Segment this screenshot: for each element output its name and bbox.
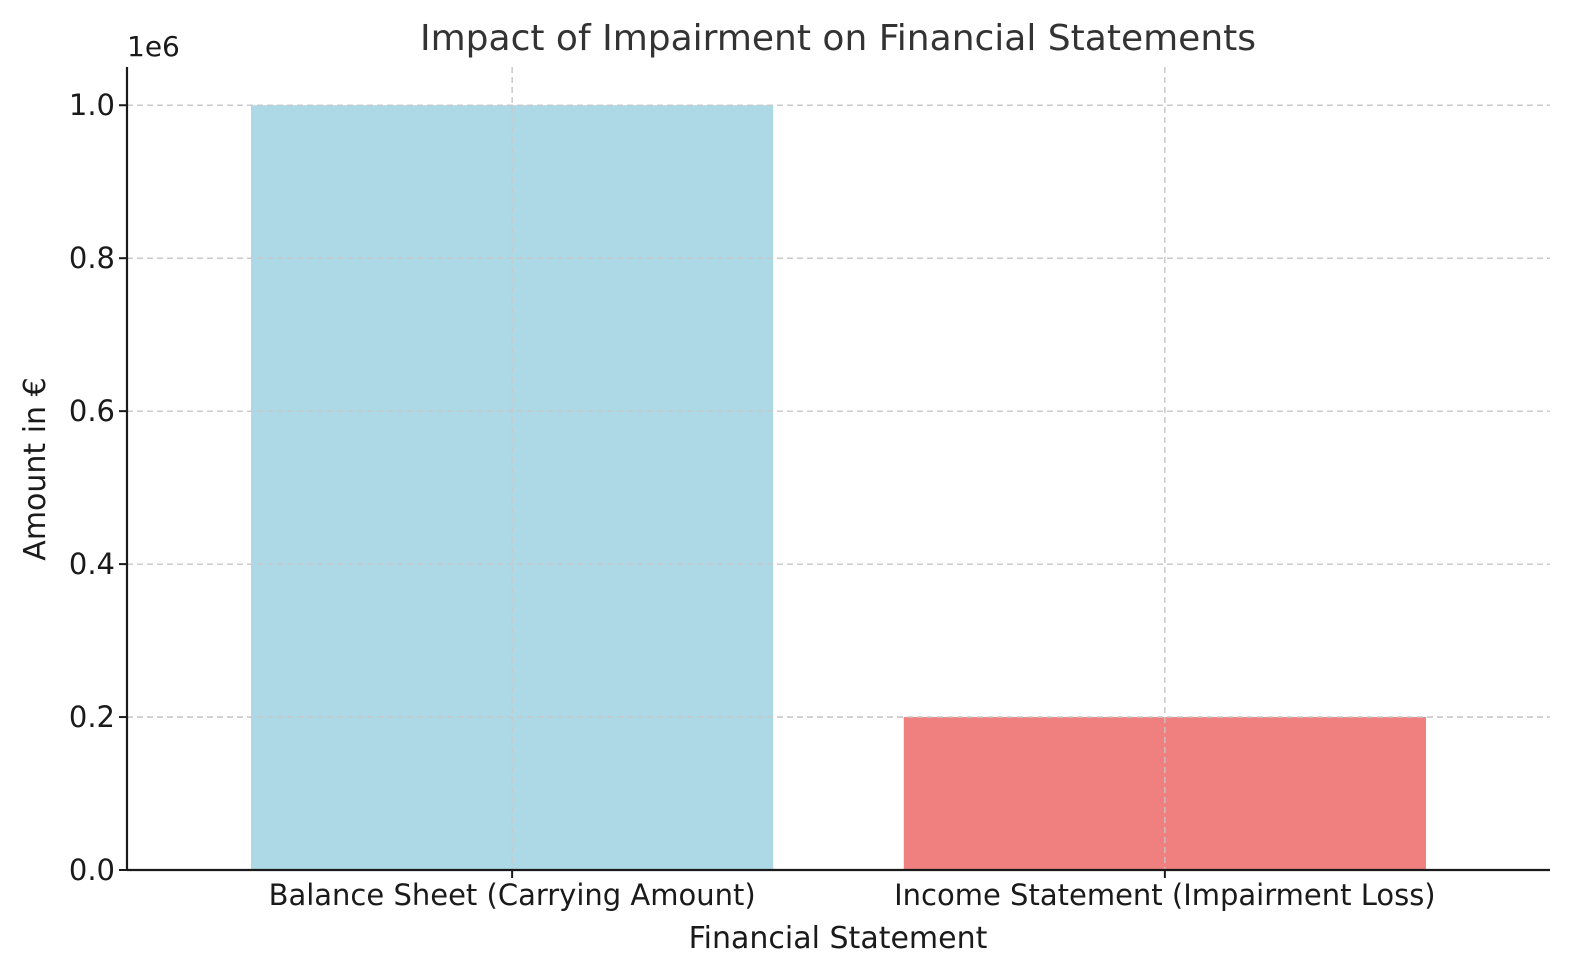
bars <box>127 67 1550 870</box>
y-tick-label: 0.6 <box>69 394 115 428</box>
ticks: 0.0 0.2 0.4 0.6 0.8 1.0 Balance Sheet (Carryin… <box>69 88 1436 912</box>
x-axis-label: Financial Statement <box>689 921 988 956</box>
y-tick-label: 1.0 <box>69 88 115 122</box>
y-tick-label: 0.2 <box>69 700 115 734</box>
y-tick-label: 0.8 <box>69 241 115 275</box>
y-tick-label: 0.4 <box>69 547 115 581</box>
axes <box>125 67 1550 872</box>
y-tick-label: 0.0 <box>69 853 115 887</box>
y-axis-label: Amount in € <box>18 377 53 560</box>
y-axis-offset-label: 1e6 <box>127 30 180 63</box>
x-tick-label: Income Statement (Impairment Loss) <box>894 878 1436 912</box>
x-tick-label: Balance Sheet (Carrying Amount) <box>269 878 756 912</box>
chart-title: Impact of Impairment on Financial Statem… <box>420 18 1256 59</box>
